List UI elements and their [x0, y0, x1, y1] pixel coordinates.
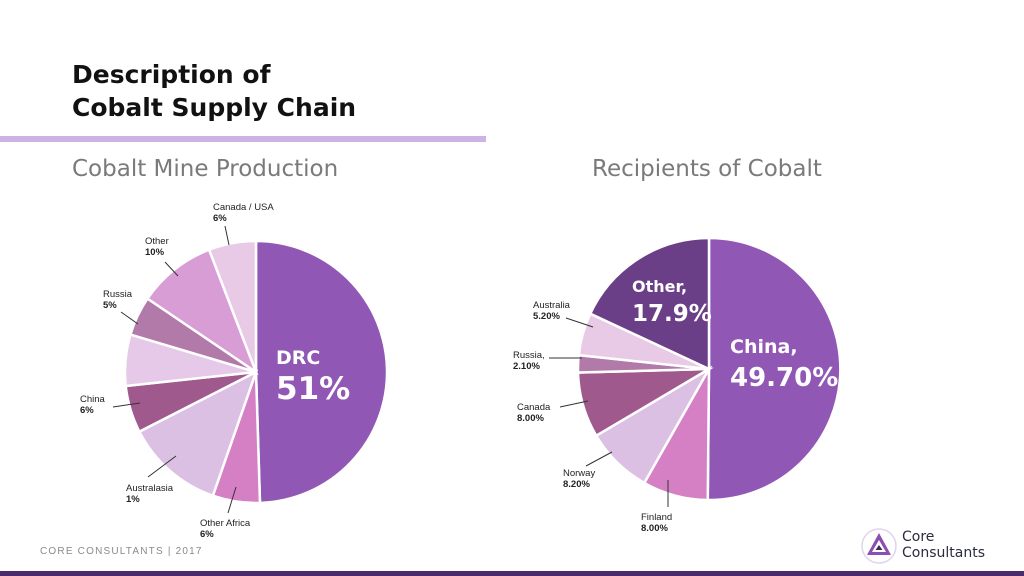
slice-value-russia: 2.10% — [513, 361, 540, 372]
pie-slice-drc — [254, 239, 389, 505]
pie-slice-canada-usa — [207, 239, 258, 373]
leader-line-australia — [565, 317, 594, 328]
slice-label-russia: Russia, — [513, 350, 545, 361]
pie-slice-other — [145, 248, 259, 376]
slice-value-australasia: 1% — [126, 494, 140, 505]
slice-value-other-africa: 6% — [200, 529, 214, 540]
pie-chart-recipients: China,49.70%Finland8.00%Norway8.20%Canad… — [513, 236, 842, 534]
slice-label-norway: Norway — [563, 468, 595, 479]
footer-text: CORE CONSULTANTS | 2017 — [40, 546, 203, 557]
slice-value-finland: 8.00% — [641, 523, 668, 534]
leader-line-canada — [559, 400, 589, 408]
mine-production-chart-title: Cobalt Mine Production — [72, 156, 339, 182]
slide-title-line-2: Cobalt Supply Chain — [72, 93, 357, 122]
pie-slice-other — [588, 236, 711, 371]
slice-value-russia: 5% — [103, 300, 117, 311]
slice-label-canada: Canada — [517, 402, 551, 413]
slice-value-drc: 51% — [276, 371, 350, 407]
bottom-accent-bar — [0, 571, 1024, 576]
slice-label-other: Other — [145, 236, 169, 247]
leader-line-other — [164, 261, 179, 277]
slice-label-canada-usa: Canada / USA — [213, 202, 274, 213]
pie-slice-china — [706, 236, 842, 502]
title-underline-bar — [0, 136, 486, 142]
leader-line-china — [112, 402, 141, 408]
leader-line-australasia — [147, 455, 177, 478]
slice-label-china: China — [80, 394, 106, 405]
slice-value-other: 10% — [145, 247, 165, 258]
leader-line-other-africa — [227, 486, 237, 514]
slide-title: Description of Cobalt Supply Chain — [72, 58, 356, 124]
slice-label-drc: DRC — [276, 347, 320, 369]
logo-text: Core Consultants — [902, 529, 985, 561]
slice-value-china: 49.70% — [730, 363, 838, 393]
slice-label-other: Other, — [632, 277, 687, 296]
slice-value-china: 6% — [80, 405, 94, 416]
slice-label-other-africa: Other Africa — [200, 518, 251, 529]
slice-value-canada-usa: 6% — [213, 213, 227, 224]
slice-label-china: China, — [730, 336, 798, 358]
slice-value-other: 17.9% — [632, 301, 712, 327]
slice-label-australasia: Australasia — [126, 483, 174, 494]
leader-line-norway — [585, 451, 613, 467]
leader-line-canada-usa — [224, 225, 230, 246]
slice-label-finland: Finland — [641, 512, 672, 523]
slide-title-line-1: Description of — [72, 60, 271, 89]
logo-text-line-2: Consultants — [902, 545, 985, 561]
leader-line-russia — [120, 311, 139, 325]
slice-label-australia: Australia — [533, 300, 571, 311]
slice-value-canada: 8.00% — [517, 413, 544, 424]
slice-value-norway: 8.20% — [563, 479, 590, 490]
recipients-chart-title: Recipients of Cobalt — [592, 156, 822, 182]
logo-mark-icon — [861, 528, 897, 564]
logo-text-line-1: Core — [902, 529, 935, 545]
pie-slice-australasia — [137, 369, 259, 498]
slice-label-russia: Russia — [103, 289, 133, 300]
slice-value-australia: 5.20% — [533, 311, 560, 322]
